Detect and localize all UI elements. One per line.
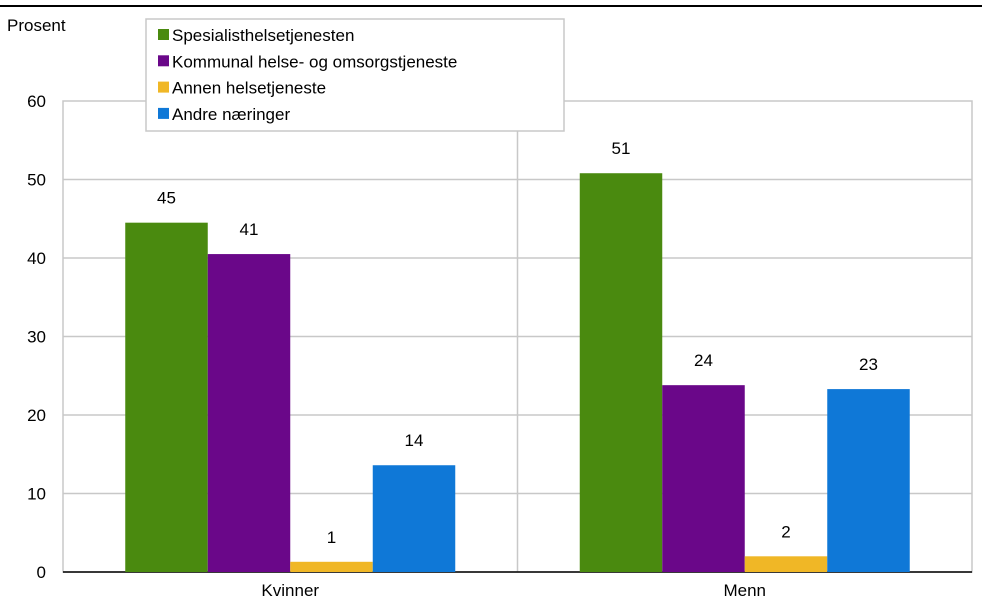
data-label: 24 xyxy=(694,351,713,370)
data-label: 51 xyxy=(612,139,631,158)
y-tick-label: 40 xyxy=(27,249,46,268)
data-labels: 45 41 1 14 51 24 2 23 xyxy=(157,139,878,547)
bar xyxy=(372,465,456,572)
data-label: 45 xyxy=(157,189,176,208)
category-label: Kvinner xyxy=(261,581,319,600)
bars xyxy=(125,173,910,573)
bar xyxy=(290,561,373,572)
bar xyxy=(827,389,910,572)
legend-swatch xyxy=(158,29,169,40)
y-tick-label: 60 xyxy=(27,92,46,111)
bar xyxy=(207,254,291,572)
legend-swatch xyxy=(158,55,169,67)
data-label: 1 xyxy=(327,528,336,547)
y-axis-ticks: 0 10 20 30 40 50 60 xyxy=(27,92,46,582)
y-axis-unit-label: Prosent xyxy=(7,16,66,35)
data-label: 14 xyxy=(405,431,424,450)
legend-swatch xyxy=(158,107,169,119)
bar xyxy=(662,385,745,572)
legend: Spesialisthelsetjenesten Kommunal helse- … xyxy=(145,18,565,132)
legend-label: Annen helsetjeneste xyxy=(172,79,326,98)
y-tick-label: 30 xyxy=(27,328,46,347)
bar xyxy=(744,556,828,572)
data-label: 23 xyxy=(859,355,878,374)
x-axis-categories: Kvinner Menn xyxy=(261,581,766,600)
y-tick-label: 0 xyxy=(37,563,46,582)
bar xyxy=(579,173,663,572)
y-tick-label: 20 xyxy=(27,406,46,425)
data-label: 41 xyxy=(240,220,259,239)
bar xyxy=(125,222,208,573)
legend-swatch xyxy=(158,81,169,93)
legend-label: Spesialisthelsetjenesten xyxy=(172,26,354,45)
data-label: 2 xyxy=(781,522,790,541)
legend-label: Kommunal helse- og omsorgstjeneste xyxy=(172,52,457,71)
y-tick-label: 10 xyxy=(27,485,46,504)
legend-box xyxy=(145,18,565,132)
y-tick-label: 50 xyxy=(27,171,46,190)
legend-label: Andre næringer xyxy=(172,105,290,124)
category-label: Menn xyxy=(723,581,766,600)
